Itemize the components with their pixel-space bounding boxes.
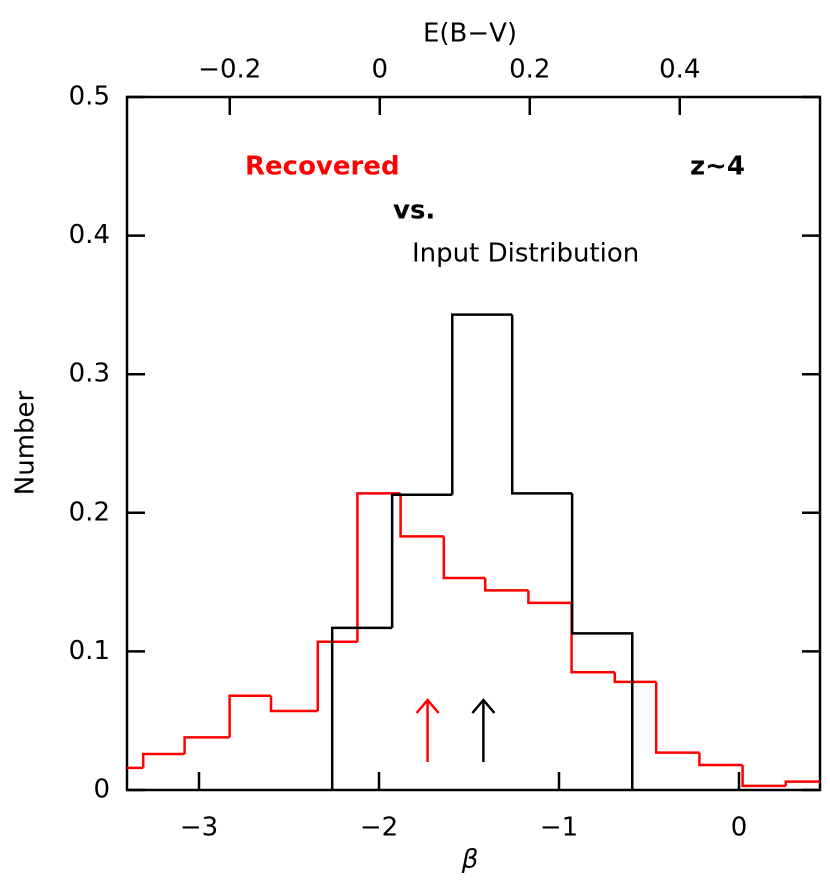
histogram-step: [442, 536, 486, 580]
histogram-step: [654, 681, 700, 754]
y-tick-label: 0.1: [69, 636, 110, 666]
histogram-step: [741, 765, 786, 788]
y-tick-label: 0.2: [69, 497, 110, 527]
legend-recovered: Recovered: [245, 152, 400, 182]
histogram-step: [698, 752, 743, 767]
x-tick-label: −3: [180, 813, 218, 843]
histogram-step: [451, 313, 513, 495]
y-tick-label: 0.5: [69, 82, 110, 112]
histogram-step: [570, 602, 615, 674]
plot-frame: [125, 95, 822, 792]
histogram-step: [390, 493, 453, 628]
y-axis-title: Number: [11, 390, 41, 495]
x2-tick-label: 0.2: [509, 55, 550, 85]
y-tick-label: 0: [93, 775, 110, 805]
x-tick-label: −1: [540, 813, 578, 843]
annotation-redshift: z~4: [690, 152, 745, 182]
histogram-step: [127, 766, 144, 770]
histogram-step: [399, 493, 444, 538]
x2-tick-label: −0.2: [198, 55, 261, 85]
histogram-step: [330, 626, 393, 790]
histogram-step: [356, 492, 401, 642]
y-tick-label: 0.3: [69, 359, 110, 389]
mean-arrow: [471, 698, 496, 762]
histogram-step: [613, 672, 657, 684]
histogram-step: [228, 694, 271, 738]
histogram-step: [183, 736, 230, 754]
mean-arrow: [415, 698, 440, 762]
annotation-vs: vs.: [393, 196, 435, 226]
y-tick-label: 0.4: [69, 220, 110, 250]
x-tick-label: 0: [731, 813, 748, 843]
x-tick-label: −2: [360, 813, 398, 843]
histogram-step: [141, 752, 185, 768]
histogram-step: [483, 577, 529, 592]
histograms: [127, 313, 820, 790]
histogram-step: [316, 640, 358, 711]
legend-input: Input Distribution: [412, 239, 639, 269]
histogram-step: [269, 695, 318, 713]
x-axis-title: β: [461, 845, 479, 875]
x2-axis-title: E(B−V): [423, 19, 517, 49]
x2-tick-label: 0: [371, 55, 388, 85]
histogram-step: [570, 493, 634, 790]
histogram-step: [527, 590, 572, 605]
histogram-step: [784, 780, 820, 786]
x2-tick-label: 0.4: [659, 55, 700, 85]
histogram-step: [510, 314, 573, 495]
